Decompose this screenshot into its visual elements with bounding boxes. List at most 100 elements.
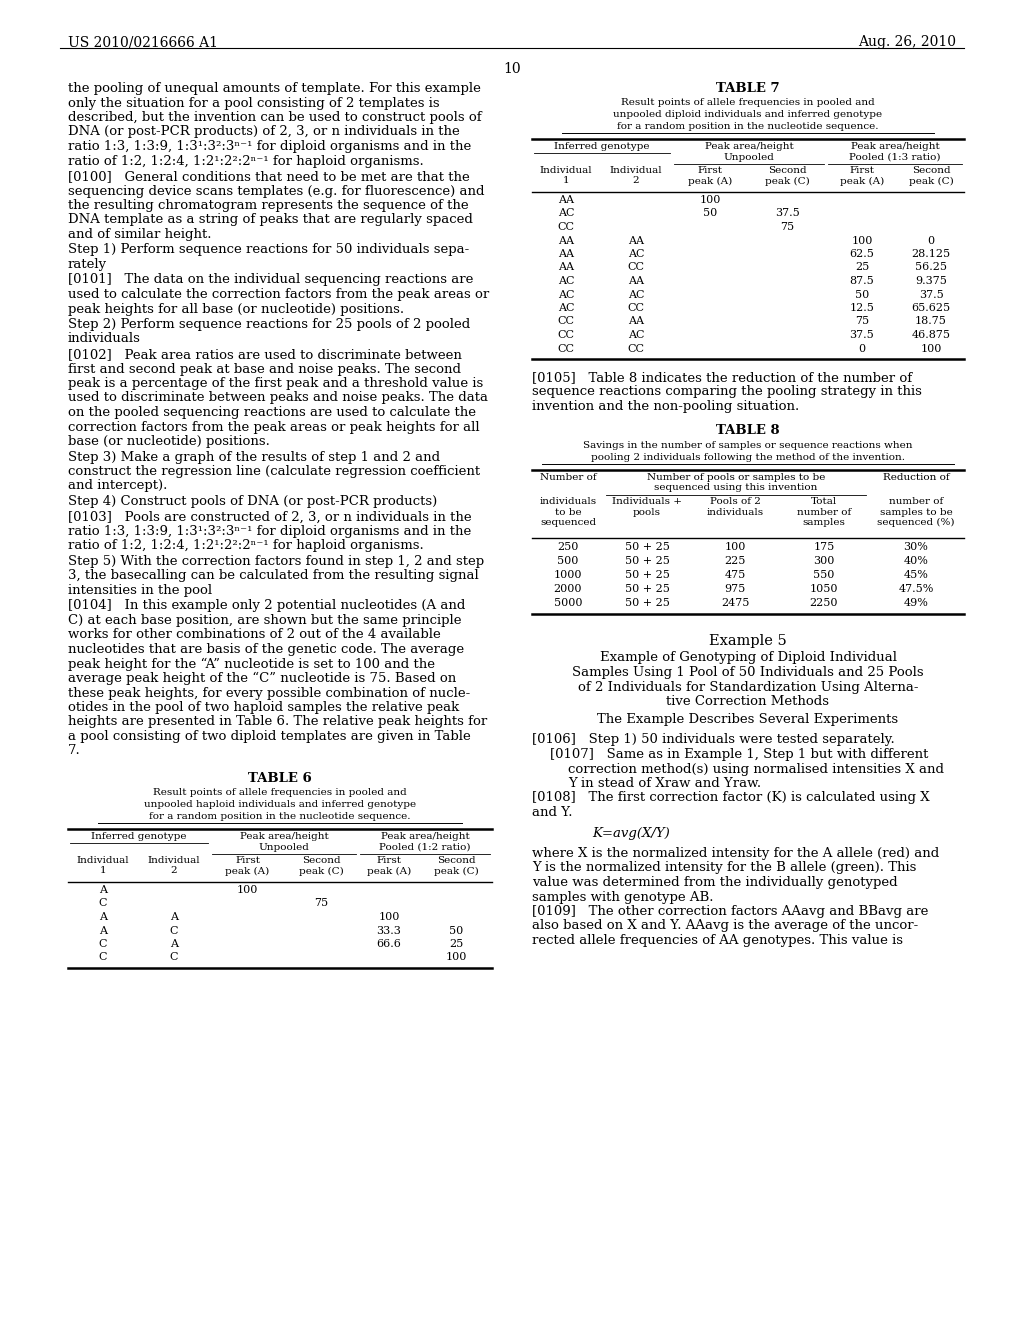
- Text: 50: 50: [855, 289, 869, 300]
- Text: Inferred genotype: Inferred genotype: [91, 832, 186, 841]
- Text: intensities in the pool: intensities in the pool: [68, 583, 212, 597]
- Text: Individual
1: Individual 1: [540, 166, 592, 185]
- Text: 75: 75: [314, 899, 329, 908]
- Text: [0103]   Pools are constructed of 2, 3, or n individuals in the: [0103] Pools are constructed of 2, 3, or…: [68, 511, 472, 524]
- Text: works for other combinations of 2 out of the 4 available: works for other combinations of 2 out of…: [68, 628, 440, 642]
- Text: and of similar height.: and of similar height.: [68, 228, 212, 242]
- Text: CC: CC: [628, 304, 644, 313]
- Text: Example 5: Example 5: [710, 634, 786, 648]
- Text: AC: AC: [558, 289, 574, 300]
- Text: and Y.: and Y.: [532, 807, 572, 818]
- Text: [0106]   Step 1) 50 individuals were tested separately.: [0106] Step 1) 50 individuals were teste…: [532, 734, 895, 747]
- Text: 100: 100: [237, 884, 258, 895]
- Text: CC: CC: [557, 222, 574, 232]
- Text: 550: 550: [813, 569, 835, 579]
- Text: 18.75: 18.75: [915, 317, 947, 326]
- Text: 62.5: 62.5: [850, 249, 874, 259]
- Text: Individual
2: Individual 2: [147, 855, 201, 875]
- Text: number of
samples to be
sequenced (%): number of samples to be sequenced (%): [878, 498, 954, 528]
- Text: sequence reactions comparing the pooling strategy in this: sequence reactions comparing the pooling…: [532, 385, 922, 399]
- Text: 2000: 2000: [554, 583, 583, 594]
- Text: A: A: [170, 939, 178, 949]
- Text: correction method(s) using normalised intensities X and: correction method(s) using normalised in…: [568, 763, 944, 776]
- Text: Samples Using 1 Pool of 50 Individuals and 25 Pools: Samples Using 1 Pool of 50 Individuals a…: [572, 667, 924, 678]
- Text: 87.5: 87.5: [850, 276, 874, 286]
- Text: Step 5) With the correction factors found in step 1, 2 and step: Step 5) With the correction factors foun…: [68, 554, 484, 568]
- Text: AC: AC: [628, 330, 644, 341]
- Text: also based on X and Y. AAavg is the average of the uncor-: also based on X and Y. AAavg is the aver…: [532, 920, 919, 932]
- Text: AA: AA: [558, 235, 574, 246]
- Text: Step 3) Make a graph of the results of step 1 and 2 and: Step 3) Make a graph of the results of s…: [68, 450, 440, 463]
- Text: CC: CC: [557, 343, 574, 354]
- Text: 50 + 25: 50 + 25: [625, 541, 670, 552]
- Text: 500: 500: [557, 556, 579, 565]
- Text: only the situation for a pool consisting of 2 templates is: only the situation for a pool consisting…: [68, 96, 439, 110]
- Text: Result points of allele frequencies in pooled and: Result points of allele frequencies in p…: [154, 788, 407, 797]
- Text: AA: AA: [628, 235, 644, 246]
- Text: A: A: [170, 912, 178, 921]
- Text: unpooled haploid individuals and inferred genotype: unpooled haploid individuals and inferre…: [144, 800, 416, 809]
- Text: Step 1) Perform sequence reactions for 50 individuals sepa-: Step 1) Perform sequence reactions for 5…: [68, 243, 469, 256]
- Text: Aug. 26, 2010: Aug. 26, 2010: [858, 36, 956, 49]
- Text: 100: 100: [921, 343, 942, 354]
- Text: 66.6: 66.6: [377, 939, 401, 949]
- Text: 45%: 45%: [903, 569, 929, 579]
- Text: individuals: individuals: [68, 333, 141, 346]
- Text: Individual
1: Individual 1: [77, 855, 129, 875]
- Text: 0: 0: [858, 343, 865, 354]
- Text: invention and the non-pooling situation.: invention and the non-pooling situation.: [532, 400, 800, 413]
- Text: unpooled diploid individuals and inferred genotype: unpooled diploid individuals and inferre…: [613, 110, 883, 119]
- Text: sequencing device scans templates (e.g. for fluorescence) and: sequencing device scans templates (e.g. …: [68, 185, 484, 198]
- Text: 100: 100: [699, 195, 721, 205]
- Text: 225: 225: [724, 556, 745, 565]
- Text: 50 + 25: 50 + 25: [625, 598, 670, 607]
- Text: Pools of 2
individuals: Pools of 2 individuals: [707, 498, 764, 517]
- Text: AA: AA: [628, 276, 644, 286]
- Text: AA: AA: [558, 195, 574, 205]
- Text: base (or nucleotide) positions.: base (or nucleotide) positions.: [68, 436, 270, 447]
- Text: 37.5: 37.5: [850, 330, 874, 341]
- Text: Reduction of: Reduction of: [883, 473, 949, 482]
- Text: CC: CC: [557, 317, 574, 326]
- Text: [0109]   The other correction factors AAavg and BBavg are: [0109] The other correction factors AAav…: [532, 906, 929, 917]
- Text: A: A: [99, 912, 106, 921]
- Text: Individuals +
pools: Individuals + pools: [612, 498, 682, 517]
- Text: a pool consisting of two diploid templates are given in Table: a pool consisting of two diploid templat…: [68, 730, 471, 743]
- Text: 0: 0: [928, 235, 935, 246]
- Text: 7.: 7.: [68, 744, 81, 758]
- Text: AC: AC: [558, 276, 574, 286]
- Text: C) at each base position, are shown but the same principle: C) at each base position, are shown but …: [68, 614, 462, 627]
- Text: ratio 1:3, 1:3:9, 1:3¹:3²:3ⁿ⁻¹ for diploid organisms and in the: ratio 1:3, 1:3:9, 1:3¹:3²:3ⁿ⁻¹ for diplo…: [68, 140, 471, 153]
- Text: rected allele frequencies of AA genotypes. This value is: rected allele frequencies of AA genotype…: [532, 935, 903, 946]
- Text: TABLE 7: TABLE 7: [716, 82, 780, 95]
- Text: [0107]   Same as in Example 1, Step 1 but with different: [0107] Same as in Example 1, Step 1 but …: [550, 748, 929, 762]
- Text: 40%: 40%: [903, 556, 929, 565]
- Text: US 2010/0216666 A1: US 2010/0216666 A1: [68, 36, 218, 49]
- Text: 3, the basecalling can be calculated from the resulting signal: 3, the basecalling can be calculated fro…: [68, 569, 479, 582]
- Text: DNA template as a string of peaks that are regularly spaced: DNA template as a string of peaks that a…: [68, 214, 473, 227]
- Text: C: C: [170, 953, 178, 962]
- Text: 49%: 49%: [903, 598, 929, 607]
- Text: ratio of 1:2, 1:2:4, 1:2¹:2²:2ⁿ⁻¹ for haploid organisms.: ratio of 1:2, 1:2:4, 1:2¹:2²:2ⁿ⁻¹ for ha…: [68, 154, 424, 168]
- Text: 100: 100: [378, 912, 399, 921]
- Text: ratio 1:3, 1:3:9, 1:3¹:3²:3ⁿ⁻¹ for diploid organisms and in the: ratio 1:3, 1:3:9, 1:3¹:3²:3ⁿ⁻¹ for diplo…: [68, 525, 471, 539]
- Text: on the pooled sequencing reactions are used to calculate the: on the pooled sequencing reactions are u…: [68, 407, 476, 418]
- Text: C: C: [98, 939, 108, 949]
- Text: otides in the pool of two haploid samples the relative peak: otides in the pool of two haploid sample…: [68, 701, 459, 714]
- Text: Step 4) Construct pools of DNA (or post-PCR products): Step 4) Construct pools of DNA (or post-…: [68, 495, 437, 508]
- Text: [0100]   General conditions that need to be met are that the: [0100] General conditions that need to b…: [68, 170, 470, 183]
- Text: 50 + 25: 50 + 25: [625, 583, 670, 594]
- Text: Savings in the number of samples or sequence reactions when: Savings in the number of samples or sequ…: [584, 441, 912, 450]
- Text: [0102]   Peak area ratios are used to discriminate between: [0102] Peak area ratios are used to disc…: [68, 348, 462, 360]
- Text: 75: 75: [855, 317, 869, 326]
- Text: Unpooled: Unpooled: [724, 153, 774, 162]
- Text: 12.5: 12.5: [850, 304, 874, 313]
- Text: A: A: [99, 884, 106, 895]
- Text: heights are presented in Table 6. The relative peak heights for: heights are presented in Table 6. The re…: [68, 715, 487, 729]
- Text: C: C: [98, 953, 108, 962]
- Text: where X is the normalized intensity for the A allele (red) and: where X is the normalized intensity for …: [532, 847, 939, 861]
- Text: Second
peak (C): Second peak (C): [299, 855, 344, 875]
- Text: the pooling of unequal amounts of template. For this example: the pooling of unequal amounts of templa…: [68, 82, 481, 95]
- Text: [0108]   The first correction factor (K) is calculated using X: [0108] The first correction factor (K) i…: [532, 792, 930, 804]
- Text: Peak area/height: Peak area/height: [705, 143, 794, 150]
